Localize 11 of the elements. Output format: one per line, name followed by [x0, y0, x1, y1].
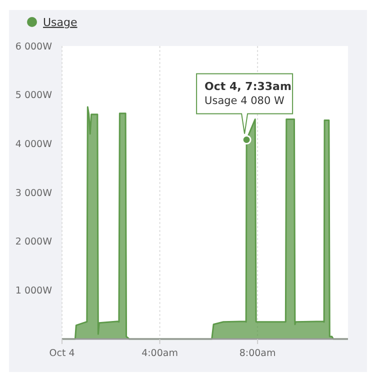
y-tick-label: 1 000W: [15, 285, 53, 296]
y-tick-label: 6 000W: [15, 41, 53, 52]
x-tick-label: 8:00am: [239, 348, 276, 359]
y-tick-label: 4 000W: [15, 138, 53, 150]
y-tick-label: 3 000W: [15, 188, 53, 199]
x-tick-label: 4:00am: [142, 348, 178, 359]
legend-label: Usage: [43, 16, 78, 29]
x-tick-label: Oct 4: [49, 348, 75, 359]
y-tick-label: 2 000W: [15, 236, 53, 248]
annotation: Oct 4, 7:33am Usage 4 080 W: [204, 80, 292, 107]
y-tick-label: 5 000W: [15, 90, 53, 102]
